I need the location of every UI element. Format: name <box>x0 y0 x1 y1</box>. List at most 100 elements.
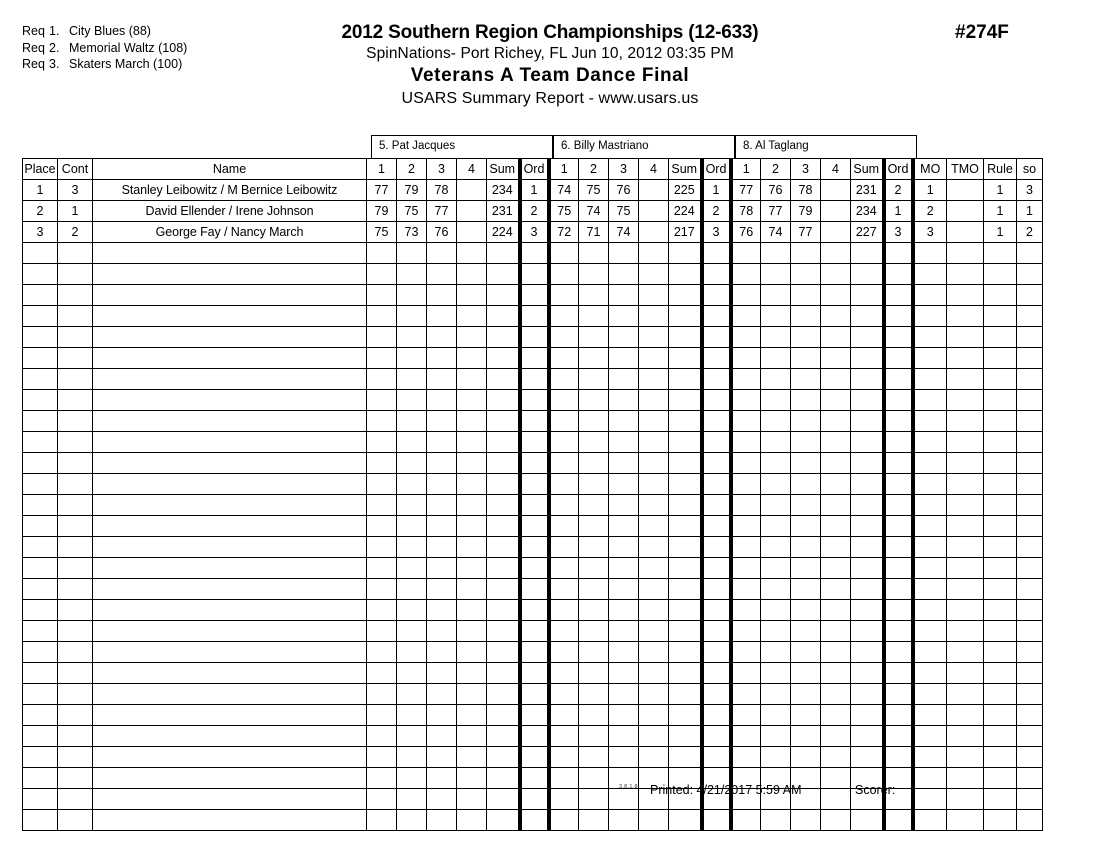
venue-datetime-line: SpinNations- Port Richey, FL Jun 10, 201… <box>366 45 734 62</box>
cell-blank <box>668 347 702 369</box>
cell-blank <box>912 368 947 390</box>
cell-blank <box>881 347 915 369</box>
header-judge2-2: 2 <box>578 158 609 180</box>
cell-blank <box>22 788 58 810</box>
cell-blank <box>946 284 984 306</box>
cell-blank <box>790 809 821 831</box>
cell-blank <box>850 326 884 348</box>
cell-j1-sum: 231 <box>486 200 520 222</box>
cell-blank <box>57 725 93 747</box>
cell-blank <box>486 326 520 348</box>
cell-blank <box>699 452 733 474</box>
cell-blank <box>426 242 457 264</box>
cell-blank <box>912 725 947 747</box>
cell-rule: 1 <box>983 200 1017 222</box>
cell-j1-d2: 73 <box>396 221 427 243</box>
cell-blank <box>396 242 427 264</box>
cell-blank <box>608 284 639 306</box>
cell-blank <box>517 305 551 327</box>
cell-blank <box>820 557 851 579</box>
cell-blank <box>22 515 58 537</box>
cell-blank <box>820 704 851 726</box>
cell-blank <box>638 242 669 264</box>
cell-blank <box>92 242 367 264</box>
cell-blank <box>22 473 58 495</box>
cell-blank <box>730 641 761 663</box>
cell-blank <box>983 641 1017 663</box>
cell-blank <box>699 305 733 327</box>
cell-blank <box>912 788 947 810</box>
table-blank-row <box>22 473 1043 495</box>
cell-blank <box>881 683 915 705</box>
cell-blank <box>881 809 915 831</box>
cell-blank <box>57 746 93 768</box>
cell-blank <box>22 263 58 285</box>
cell-blank <box>638 494 669 516</box>
cell-blank <box>578 263 609 285</box>
cell-blank <box>396 746 427 768</box>
header-judge3-3: 3 <box>790 158 821 180</box>
cell-blank <box>426 326 457 348</box>
cell-blank <box>426 683 457 705</box>
cell-blank <box>1016 389 1043 411</box>
cell-blank <box>22 641 58 663</box>
cell-blank <box>912 326 947 348</box>
cell-blank <box>668 515 702 537</box>
cell-blank <box>668 389 702 411</box>
cell-blank <box>22 725 58 747</box>
cell-blank <box>578 599 609 621</box>
cell-blank <box>548 242 579 264</box>
table-blank-row <box>22 389 1043 411</box>
cell-blank <box>881 536 915 558</box>
cell-blank <box>426 494 457 516</box>
cell-blank <box>57 305 93 327</box>
cell-blank <box>790 368 821 390</box>
cell-blank <box>760 410 791 432</box>
cell-blank <box>1016 494 1043 516</box>
cell-blank <box>699 620 733 642</box>
cell-blank <box>517 368 551 390</box>
cell-blank <box>22 704 58 726</box>
cell-blank <box>946 431 984 453</box>
cell-blank <box>850 641 884 663</box>
cell-blank <box>517 578 551 600</box>
cell-blank <box>456 263 487 285</box>
cell-blank <box>426 410 457 432</box>
cell-blank <box>366 725 397 747</box>
cell-blank <box>946 494 984 516</box>
cell-blank <box>790 347 821 369</box>
cell-blank <box>517 536 551 558</box>
cell-j1-d3: 78 <box>426 179 457 201</box>
cell-blank <box>790 284 821 306</box>
cell-blank <box>517 263 551 285</box>
cell-blank <box>92 326 367 348</box>
cell-blank <box>881 641 915 663</box>
table-blank-row <box>22 788 1043 810</box>
cell-blank <box>699 767 733 789</box>
requirement-row: Req 2. Memorial Waltz (108) <box>22 40 187 57</box>
cell-blank <box>881 326 915 348</box>
cell-blank <box>946 473 984 495</box>
cell-blank <box>517 557 551 579</box>
cell-blank <box>912 284 947 306</box>
cell-blank <box>699 536 733 558</box>
cell-blank <box>790 704 821 726</box>
cell-blank <box>946 242 984 264</box>
cell-j2-sum: 224 <box>668 200 702 222</box>
cell-blank <box>790 746 821 768</box>
cell-blank <box>881 452 915 474</box>
cell-blank <box>548 368 579 390</box>
cell-blank <box>820 536 851 558</box>
cell-blank <box>638 389 669 411</box>
cell-blank <box>790 620 821 642</box>
cell-blank <box>881 494 915 516</box>
cell-blank <box>946 263 984 285</box>
cell-blank <box>850 305 884 327</box>
cell-blank <box>57 368 93 390</box>
cell-blank <box>426 641 457 663</box>
cell-blank <box>983 242 1017 264</box>
cell-blank <box>456 242 487 264</box>
cell-blank <box>881 725 915 747</box>
cell-blank <box>578 767 609 789</box>
requirement-label: Req <box>22 57 45 71</box>
